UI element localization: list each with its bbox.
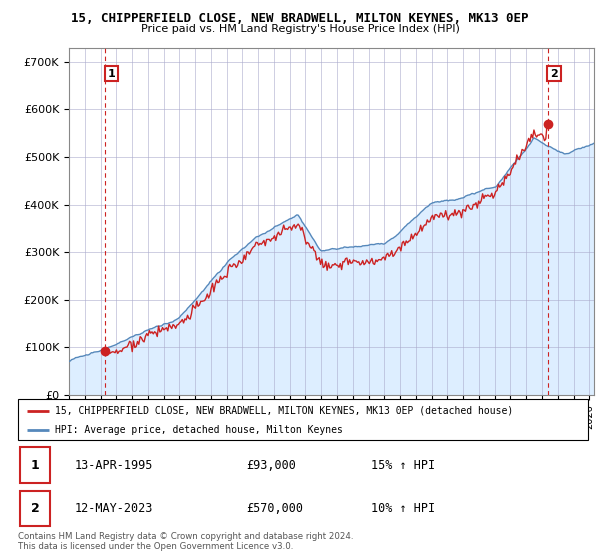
- Text: 1: 1: [107, 69, 115, 78]
- Text: 12-MAY-2023: 12-MAY-2023: [75, 502, 154, 515]
- Text: 15% ↑ HPI: 15% ↑ HPI: [371, 459, 436, 472]
- Text: £93,000: £93,000: [246, 459, 296, 472]
- Text: Contains HM Land Registry data © Crown copyright and database right 2024.
This d: Contains HM Land Registry data © Crown c…: [18, 532, 353, 552]
- Text: 15, CHIPPERFIELD CLOSE, NEW BRADWELL, MILTON KEYNES, MK13 0EP: 15, CHIPPERFIELD CLOSE, NEW BRADWELL, MI…: [71, 12, 529, 25]
- Text: Price paid vs. HM Land Registry's House Price Index (HPI): Price paid vs. HM Land Registry's House …: [140, 24, 460, 34]
- Text: £570,000: £570,000: [246, 502, 303, 515]
- Text: HPI: Average price, detached house, Milton Keynes: HPI: Average price, detached house, Milt…: [55, 424, 343, 435]
- Text: 2: 2: [31, 502, 40, 515]
- Bar: [20, 491, 50, 526]
- Text: 2: 2: [550, 69, 558, 78]
- Bar: [20, 447, 50, 483]
- Text: 15, CHIPPERFIELD CLOSE, NEW BRADWELL, MILTON KEYNES, MK13 0EP (detached house): 15, CHIPPERFIELD CLOSE, NEW BRADWELL, MI…: [55, 405, 513, 416]
- Text: 10% ↑ HPI: 10% ↑ HPI: [371, 502, 436, 515]
- Text: 13-APR-1995: 13-APR-1995: [75, 459, 154, 472]
- Text: 1: 1: [31, 459, 40, 472]
